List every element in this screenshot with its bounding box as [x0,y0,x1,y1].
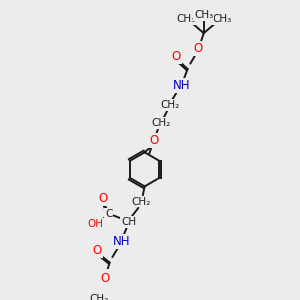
Text: CH₂: CH₂ [89,294,109,300]
Text: CH₃: CH₃ [212,14,231,24]
Text: CH₂: CH₂ [131,196,151,207]
Text: O: O [99,192,108,206]
Text: C: C [105,209,112,219]
Text: CH₃: CH₃ [194,10,213,20]
Text: CH₂: CH₂ [151,118,170,128]
Text: O: O [194,42,203,55]
Text: O: O [149,134,158,147]
Text: CH₃: CH₃ [176,14,196,24]
Text: O: O [100,272,110,285]
Text: CH₂: CH₂ [160,100,179,110]
Text: OH: OH [87,219,103,229]
Text: O: O [92,244,102,257]
Text: NH: NH [112,236,130,248]
Text: NH: NH [172,79,190,92]
Text: O: O [171,50,181,63]
Text: CH: CH [121,217,136,227]
